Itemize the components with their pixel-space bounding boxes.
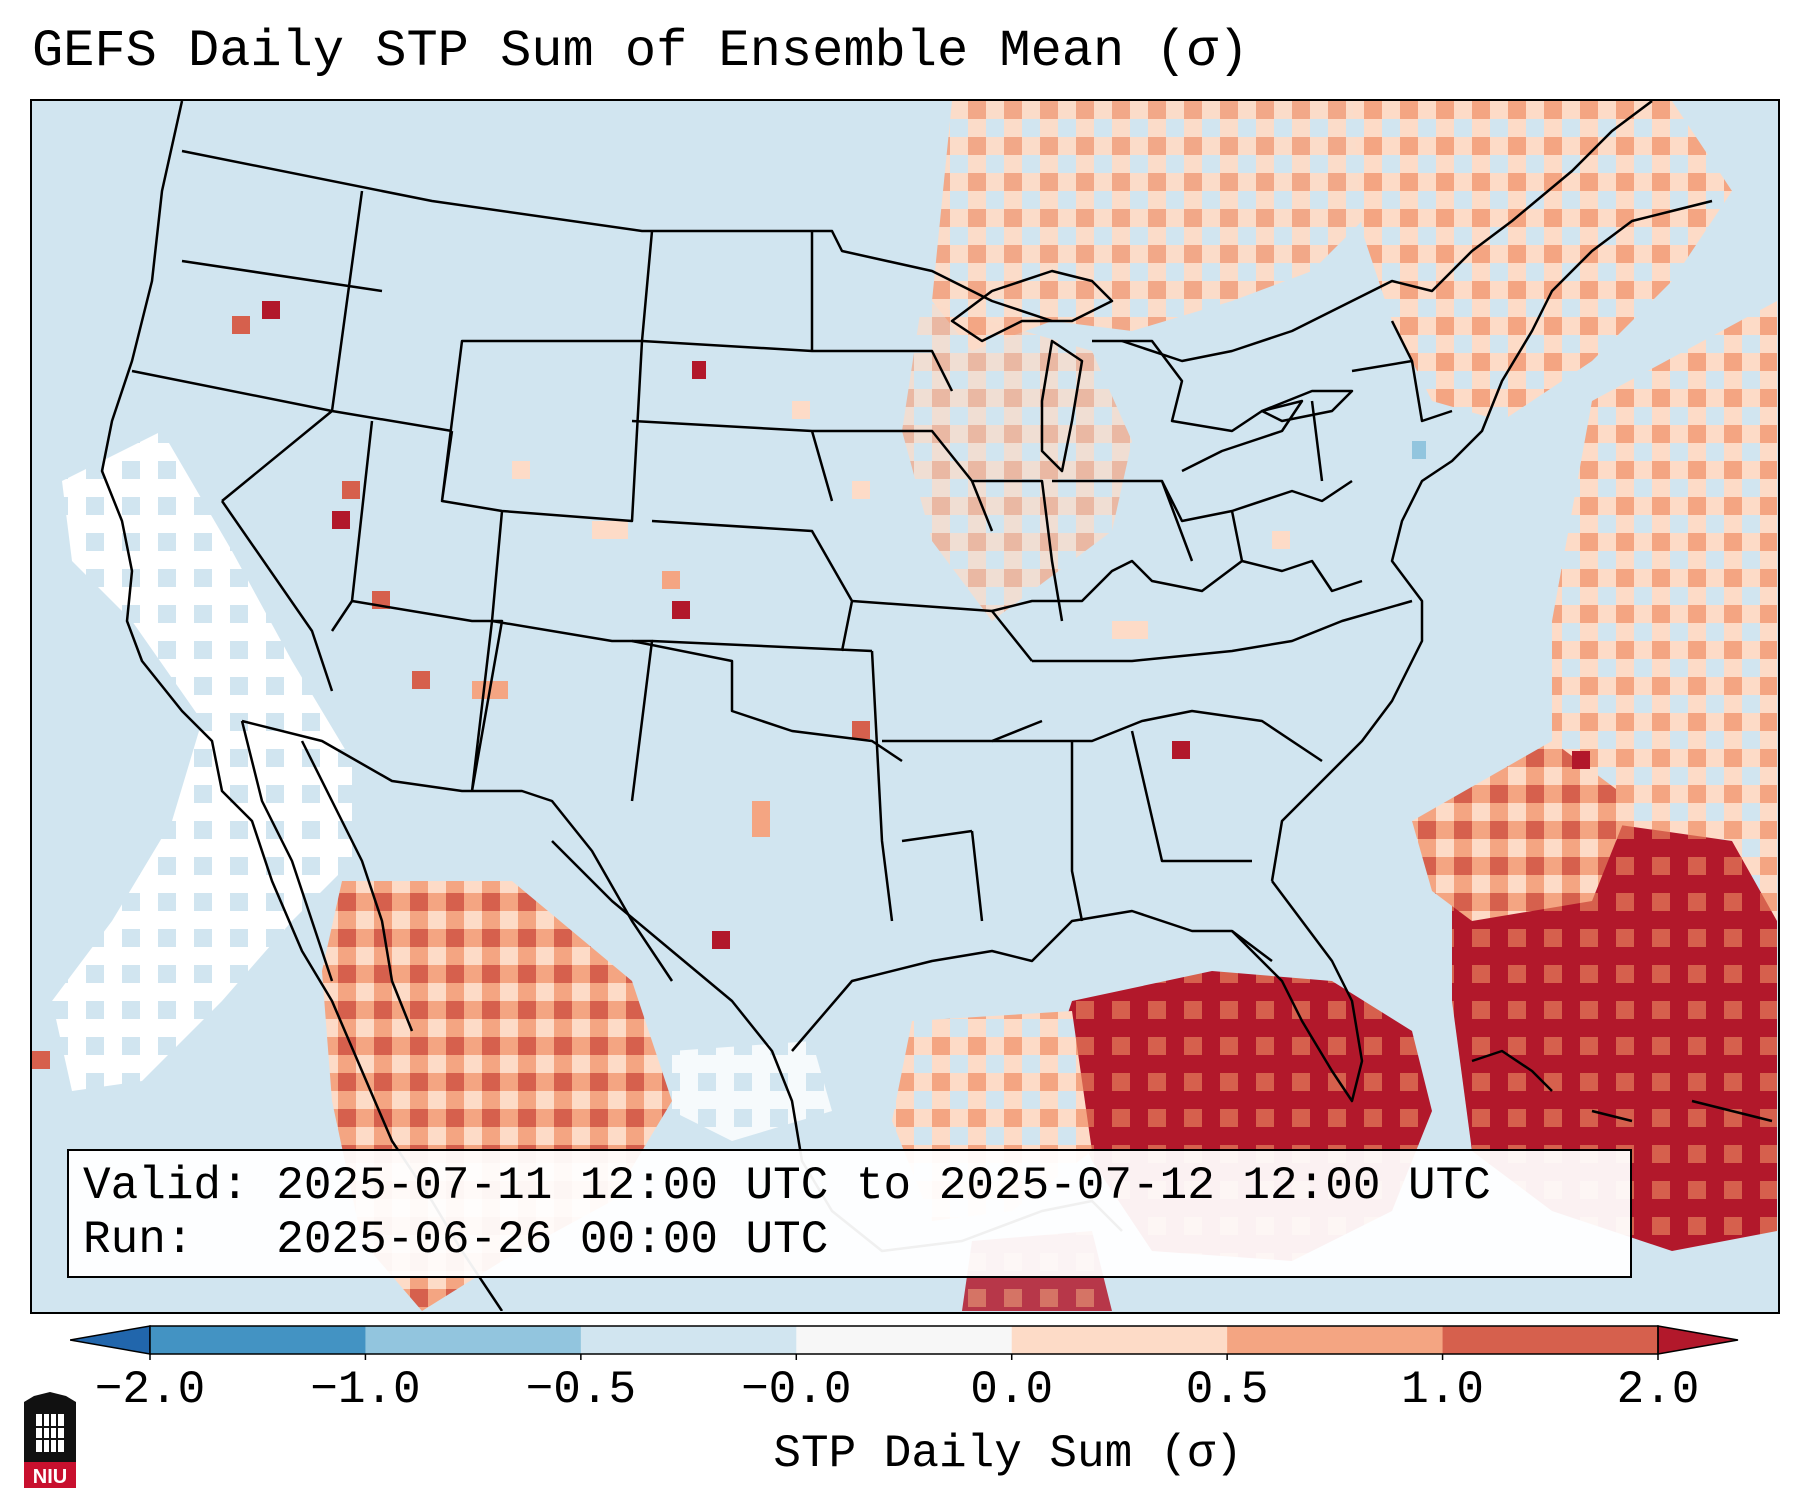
map-panel [30, 99, 1780, 1314]
colorbar-bin [365, 1326, 582, 1354]
run-value: 2025-06-26 00:00 UTC [276, 1214, 829, 1266]
state-lines-east [972, 320, 1453, 922]
colorbar-bin [1442, 1326, 1659, 1354]
colorbar-under-extension [70, 1325, 151, 1355]
region-canada-quebec [1352, 101, 1732, 421]
colorbar-bin [1227, 1326, 1444, 1354]
colorbar [70, 1325, 1739, 1360]
region-gulf-low [672, 1041, 832, 1141]
colorbar-tick-label: −0.5 [525, 1364, 637, 1416]
colorbar-over-extension [1657, 1325, 1739, 1355]
colorbar-outline [149, 1325, 1659, 1355]
anomaly-field [32, 101, 1777, 1311]
colorbar-tick-label: 1.0 [1401, 1364, 1484, 1416]
canada-us-border-east [1121, 101, 1653, 363]
chart-title: GEFS Daily STP Sum of Ensemble Mean (σ) [32, 22, 1249, 81]
region-great-plains [902, 301, 1132, 621]
valid-label: Valid: [83, 1160, 249, 1212]
great-lakes-michigan [1040, 339, 1084, 473]
region-western-atlantic [1452, 821, 1777, 1251]
caribbean-islands [1471, 1049, 1773, 1123]
region-north-atlantic [1552, 301, 1777, 921]
great-lakes-superior [950, 269, 1114, 343]
colorbar-bins [150, 1326, 1659, 1354]
valid-line: Valid: 2025-07-11 12:00 UTC to 2025-07-1… [83, 1159, 1616, 1213]
texas-louisiana-coast [791, 909, 1273, 1052]
scattered-cells [32, 301, 1770, 1069]
colorbar-tick-label: −1.0 [310, 1364, 421, 1416]
colorbar-bin [796, 1326, 1013, 1354]
colorbar-tick-label: 0.5 [1185, 1364, 1269, 1416]
colorbar-bin [150, 1326, 366, 1354]
niu-logo-text: NIU [33, 1466, 67, 1488]
gulf-of-california-coast [300, 740, 414, 1032]
map-canvas [32, 101, 1777, 1311]
region-southeast-coast [1412, 741, 1632, 921]
pacific-coastline [100, 101, 504, 1311]
lake-ontario [1260, 389, 1354, 423]
validity-info-box: Valid: 2025-07-11 12:00 UTC to 2025-07-1… [67, 1149, 1632, 1278]
colorbar-tick-label: 2.0 [1616, 1364, 1700, 1416]
state-lines-west [131, 190, 654, 802]
region-pacific-coastal-low [52, 431, 352, 1091]
colorbar-bin [1011, 1326, 1228, 1354]
colorbar-tick-label: −0.0 [741, 1364, 852, 1416]
run-line: Run: 2025-06-26 00:00 UTC [83, 1213, 1616, 1267]
florida-coast [1231, 880, 1364, 1103]
niu-logo: NIU [24, 1392, 76, 1488]
colorbar-tick-label: 0.0 [970, 1364, 1054, 1416]
mexico-us-border [241, 719, 674, 982]
colorbar-label: STP Daily Sum (σ) [773, 1428, 1243, 1480]
run-label: Run: [83, 1214, 194, 1266]
region-canada-ontario [932, 101, 1362, 351]
canada-us-border-west [181, 149, 1053, 323]
great-lakes-huron-erie [1092, 339, 1304, 473]
atlantic-coast [1270, 199, 1713, 882]
colorbar-bin [580, 1326, 797, 1354]
valid-value: 2025-07-11 12:00 UTC to 2025-07-12 12:00… [276, 1160, 1491, 1212]
colorbar-tick-label: −2.0 [94, 1364, 206, 1416]
baja-peninsula [240, 720, 334, 982]
colorbar-tick-marks [149, 1354, 1659, 1360]
